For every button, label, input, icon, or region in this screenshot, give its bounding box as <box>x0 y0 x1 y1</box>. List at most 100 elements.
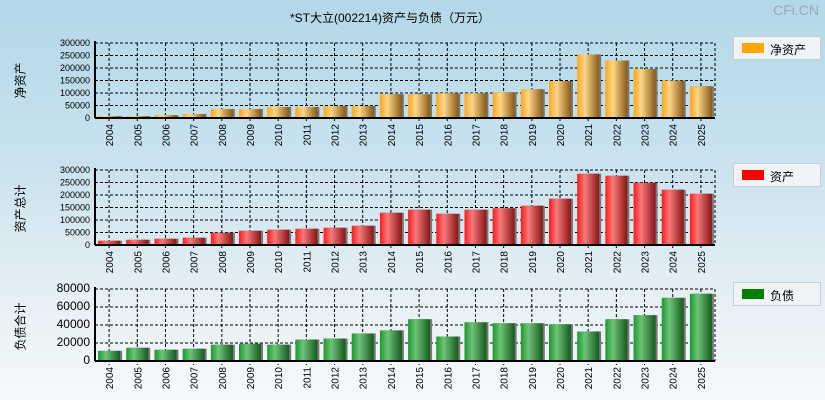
bar <box>436 213 459 245</box>
bar <box>210 109 233 118</box>
y-tick-label: 50000 <box>65 228 90 238</box>
legend-label: 资产 <box>770 170 795 184</box>
x-tick-label: 2024 <box>669 367 680 390</box>
x-tick-label: 2012 <box>331 251 342 274</box>
y-axis-label: 净资产 <box>13 62 28 99</box>
bar <box>126 347 149 361</box>
y-tick-label: 250000 <box>60 178 90 188</box>
x-tick-label: 2019 <box>528 251 539 274</box>
x-tick-label: 2017 <box>471 251 482 274</box>
bar <box>323 106 346 118</box>
x-tick-label: 2016 <box>443 124 454 147</box>
x-tick-label: 2010 <box>274 367 285 390</box>
bar <box>182 114 205 118</box>
x-tick-label: 2007 <box>190 251 201 274</box>
y-tick-label: 0 <box>85 113 90 123</box>
legend-label: 净资产 <box>770 43 807 57</box>
legend-assets: 资产 <box>733 163 821 187</box>
bar <box>605 60 628 118</box>
watermark: CFi.CN <box>773 2 819 18</box>
bar <box>154 115 177 118</box>
x-tick-label: 2021 <box>584 367 595 390</box>
x-tick-label: 2006 <box>161 124 172 147</box>
x-tick-label: 2020 <box>556 367 567 390</box>
x-tick-label: 2016 <box>443 251 454 274</box>
bar <box>182 237 205 245</box>
x-tick-label: 2004 <box>105 251 116 274</box>
y-tick-label: 20000 <box>57 335 91 349</box>
x-tick-label: 2013 <box>359 251 370 274</box>
y-tick-label: 80000 <box>57 281 91 295</box>
y-tick-label: 50000 <box>65 101 90 111</box>
bar <box>436 336 459 361</box>
y-axis-label: 负债合计 <box>13 302 28 351</box>
x-tick-label: 2017 <box>471 124 482 147</box>
x-tick-label: 2008 <box>218 367 229 390</box>
x-tick-label: 2010 <box>274 251 285 274</box>
x-tick-label: 2010 <box>274 124 285 147</box>
x-tick-label: 2022 <box>612 124 623 147</box>
x-tick-label: 2019 <box>528 367 539 390</box>
y-tick-label: 200000 <box>60 190 90 200</box>
bar <box>549 198 571 245</box>
x-tick-label: 2007 <box>190 367 201 390</box>
x-tick-label: 2005 <box>133 124 144 147</box>
x-tick-label: 2016 <box>443 367 454 390</box>
x-tick-label: 2012 <box>331 124 342 147</box>
x-tick-label: 2023 <box>641 251 652 274</box>
bar <box>492 323 515 361</box>
legend-liabilities: 负债 <box>733 282 821 306</box>
x-tick-label: 2014 <box>387 251 398 274</box>
x-tick-label: 2018 <box>500 251 511 274</box>
bar <box>520 323 543 361</box>
bar <box>267 229 290 245</box>
bar <box>351 106 374 118</box>
x-tick-label: 2018 <box>500 124 511 147</box>
bar <box>323 338 346 361</box>
bar <box>436 93 459 118</box>
x-tick-label: 2025 <box>697 367 708 390</box>
x-tick-label: 2015 <box>415 124 426 147</box>
x-tick-label: 2025 <box>697 124 708 147</box>
x-tick-label: 2013 <box>359 124 370 147</box>
x-tick-label: 2020 <box>556 251 567 274</box>
x-tick-label: 2014 <box>387 124 398 147</box>
x-tick-label: 2011 <box>302 124 313 146</box>
bar <box>464 93 487 118</box>
bar <box>520 89 543 118</box>
bar <box>689 86 712 118</box>
x-tick-label: 2008 <box>218 124 229 147</box>
x-tick-label: 2023 <box>641 124 652 147</box>
bar <box>267 107 290 118</box>
bar <box>98 350 121 361</box>
bar <box>295 107 318 118</box>
bar <box>633 182 656 245</box>
bar <box>98 240 121 245</box>
bar <box>239 343 261 361</box>
y-tick-label: 100000 <box>60 88 90 98</box>
bar <box>126 239 149 245</box>
x-tick-label: 2024 <box>669 124 680 147</box>
bar <box>379 94 402 118</box>
bar <box>379 330 402 361</box>
chart-title: *ST大立(002214)资产与负债（万元） <box>289 11 491 25</box>
bar <box>351 333 374 361</box>
x-tick-label: 2006 <box>161 367 172 390</box>
bar <box>577 173 600 245</box>
legend-swatch <box>742 289 764 299</box>
bar <box>661 189 684 245</box>
y-axis-label: 资产总计 <box>13 184 28 233</box>
y-tick-label: 300000 <box>60 38 90 48</box>
x-tick-label: 2012 <box>331 367 342 390</box>
bar <box>689 293 712 361</box>
bar <box>351 225 374 245</box>
bar <box>210 232 233 245</box>
x-tick-label: 2013 <box>359 367 370 390</box>
bar <box>154 238 177 245</box>
x-tick-label: 2014 <box>387 367 398 390</box>
y-tick-label: 150000 <box>60 76 90 86</box>
x-tick-label: 2015 <box>415 367 426 390</box>
bar <box>661 297 684 361</box>
bar <box>239 230 261 245</box>
